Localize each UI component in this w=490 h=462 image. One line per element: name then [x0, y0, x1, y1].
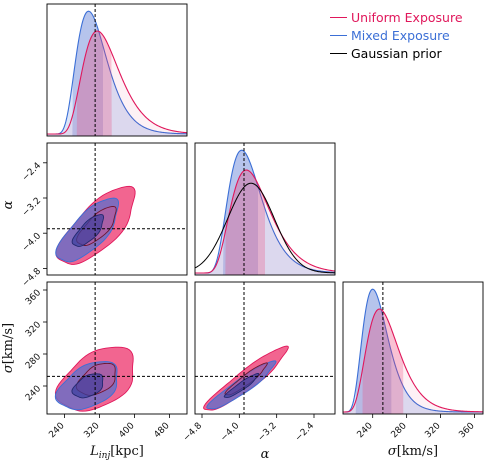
panel-L-alpha	[46, 142, 188, 276]
legend-swatch-prior	[330, 52, 347, 54]
legend-item-prior: Gaussian prior	[330, 44, 480, 62]
y-tick-label-alpha: −2.4	[21, 161, 44, 184]
area-mixed	[343, 289, 483, 414]
x-axis-label-alpha: α	[261, 447, 270, 462]
x-tick-label-alpha: −4.8	[182, 421, 205, 444]
panel-content-alpha-sigma	[195, 282, 335, 414]
panel-content-L-alpha	[47, 143, 187, 275]
diag-content-alpha	[195, 143, 335, 275]
area-uniform	[47, 31, 187, 136]
x-tick-label-sigma: 240	[356, 421, 375, 440]
legend-item-mixed: Mixed Exposure	[330, 26, 480, 44]
panel-frame	[46, 142, 188, 276]
x-tick-label-L: 320	[82, 421, 101, 440]
panel-alpha-sigma	[194, 281, 336, 415]
area-uniform	[195, 170, 335, 275]
panel-frame	[342, 281, 484, 415]
diag-panel-sigma	[342, 281, 484, 415]
x-axis-label-sigma: σ[km/s]	[388, 444, 438, 459]
legend-label-prior: Gaussian prior	[351, 45, 442, 61]
x-tick-label-sigma: 320	[423, 421, 442, 440]
area-uniform	[343, 309, 483, 414]
line-mixed	[195, 149, 335, 274]
panel-L-sigma	[46, 281, 188, 415]
line-mixed	[47, 10, 187, 135]
y-tick-label-sigma: 240	[24, 384, 43, 403]
y-tick-label-sigma: 360	[24, 288, 43, 307]
x-tick-label-alpha: −2.4	[294, 421, 317, 444]
legend-label-uniform: Uniform Exposure	[351, 9, 463, 25]
x-tick-label-alpha: −4.0	[219, 421, 242, 444]
y-tick-label-alpha: −3.2	[21, 196, 44, 219]
contour-mixed-inner	[71, 214, 105, 247]
x-tick-label-L: 400	[117, 421, 136, 440]
panel-frame	[194, 281, 336, 415]
legend: Uniform Exposure Mixed Exposure Gaussian…	[330, 8, 480, 62]
y-axis-label-alpha: α	[1, 200, 16, 209]
panel-frame	[194, 142, 336, 276]
y-tick-label-alpha: −4.8	[21, 266, 44, 289]
panel-content-L-sigma	[47, 282, 187, 414]
ci-band-mixed	[223, 150, 258, 275]
y-axis-label-sigma: σ[km/s]	[1, 323, 16, 373]
diag-content-sigma	[343, 282, 483, 414]
x-tick-label-sigma: 360	[457, 421, 476, 440]
line-uniform	[343, 308, 483, 413]
contour-mixed-inner	[223, 372, 260, 398]
diag-panel-L	[46, 3, 188, 137]
line-gaussian-prior	[195, 182, 335, 274]
x-axis-label-L: Linj[kpc]	[89, 444, 144, 461]
legend-item-uniform: Uniform Exposure	[330, 8, 480, 26]
panel-frame	[46, 3, 188, 137]
line-mixed	[343, 288, 483, 413]
x-tick-label-L: 480	[152, 421, 171, 440]
x-tick-label-alpha: −3.2	[256, 421, 279, 444]
y-tick-label-alpha: −4.0	[21, 231, 44, 254]
line-uniform	[47, 30, 187, 135]
y-tick-label-sigma: 280	[24, 352, 43, 371]
diag-panel-alpha	[194, 142, 336, 276]
line-uniform	[195, 169, 335, 274]
legend-swatch-uniform	[330, 16, 347, 18]
x-tick-label-L: 240	[47, 421, 66, 440]
diag-content-L	[47, 4, 187, 136]
legend-label-mixed: Mixed Exposure	[351, 27, 450, 43]
ci-band-uniform	[225, 170, 265, 275]
x-tick-label-sigma: 280	[390, 421, 409, 440]
area-mixed	[47, 11, 187, 136]
legend-swatch-mixed	[330, 34, 347, 36]
y-tick-label-sigma: 320	[24, 320, 43, 339]
area-mixed	[195, 150, 335, 275]
panel-frame	[46, 281, 188, 415]
